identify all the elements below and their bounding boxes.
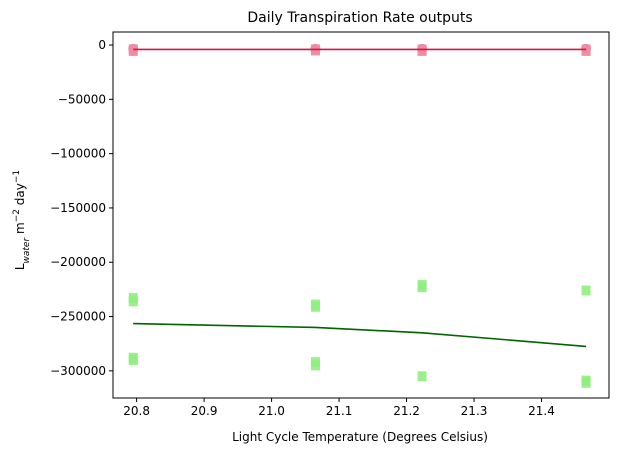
y-tick-label: −250000 [50, 310, 106, 324]
y-tick-label: −50000 [58, 92, 106, 106]
y-tick-label: −150000 [50, 201, 106, 215]
y-tick-label: −100000 [50, 147, 106, 161]
y-tick-label: −200000 [50, 255, 106, 269]
y-label-mid: m [13, 222, 27, 238]
x-tick-label: 20.9 [191, 404, 218, 418]
data-point [417, 282, 427, 293]
y-label-sup1: −2 [12, 209, 22, 222]
y-axis-label: Lwater m−2 day−1 [12, 170, 32, 270]
data-point [310, 301, 320, 312]
y-label-mid2: day [13, 183, 27, 209]
x-tick-label: 21.4 [528, 404, 555, 418]
x-tick-label: 21.1 [326, 404, 353, 418]
data-point [128, 296, 138, 307]
x-axis-label: Light Cycle Temperature (Degrees Celsius… [232, 430, 488, 444]
plot-frame [112, 31, 610, 399]
x-axis: 20.8 20.9 21.0 21.1 21.2 21.3 21.4 [123, 398, 555, 418]
x-tick-label: 21.0 [258, 404, 285, 418]
chart-title: Daily Transpiration Rate outputs [247, 10, 472, 26]
y-label-sup2: −1 [12, 170, 22, 183]
y-tick-label: −300000 [50, 364, 106, 378]
trend-line [133, 322, 587, 348]
x-tick-label: 20.8 [123, 404, 150, 418]
data-point [417, 371, 427, 382]
x-tick-label: 21.3 [461, 404, 488, 418]
y-tick-label: 0 [98, 38, 106, 52]
data-point [581, 377, 591, 388]
y-label-sub: water [22, 237, 32, 264]
x-tick-label: 21.2 [393, 404, 420, 418]
data-point [310, 360, 320, 371]
y-axis: 0 −50000 −100000 −150000 −200000 −250000 −3000… [50, 38, 113, 378]
data-point [581, 285, 591, 296]
plot-marks [128, 43, 592, 388]
data-point [128, 354, 138, 365]
y-label-base: L [13, 263, 27, 270]
